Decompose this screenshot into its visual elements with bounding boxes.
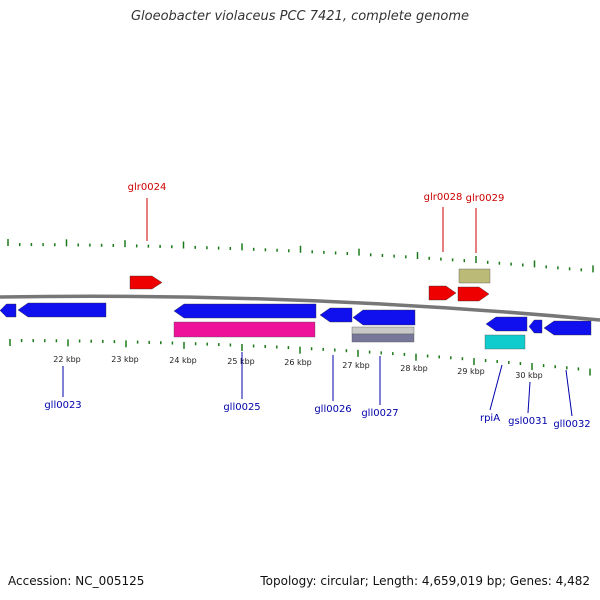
reverse-gene-arrow xyxy=(17,302,107,318)
label-leader-line xyxy=(565,369,573,417)
scale-label: 23 kbp xyxy=(111,355,139,364)
reverse-gene-arrow xyxy=(543,320,592,336)
scale-label: 27 kbp xyxy=(342,361,370,370)
forward-gene-arrow xyxy=(129,275,163,290)
reverse-gene-arrow xyxy=(173,303,317,319)
label-leader-line xyxy=(527,381,531,414)
trna-block xyxy=(484,334,526,350)
scale-label: 30 kbp xyxy=(515,371,543,380)
map-title: Gloeobacter violaceus PCC 7421, complete… xyxy=(130,9,470,24)
label-leader-line xyxy=(489,364,503,411)
reverse-gene-label: gsl0031 xyxy=(508,416,548,427)
scale-label: 22 kbp xyxy=(53,355,81,364)
forward-gene-arrow xyxy=(457,286,490,302)
label-track: glr0024 glr0028 glr0029 gll0023 gll0025 gll00… xyxy=(44,182,590,430)
reverse-gene-arrow xyxy=(0,303,17,318)
rna-block xyxy=(173,321,316,338)
scale-label: 26 kbp xyxy=(284,358,312,367)
reverse-gene-arrow xyxy=(485,316,528,332)
forward-gene-arrow xyxy=(428,285,457,301)
forward-gene-label: glr0028 xyxy=(424,192,463,203)
bottom-tick-track: 22 kbp 23 kbp 24 kbp 25 kbp 26 kbp 27 kbp 28 k… xyxy=(9,339,591,380)
genome-backbone xyxy=(0,294,600,322)
reverse-gene-label: gll0026 xyxy=(314,404,351,415)
reverse-gene-label: gll0025 xyxy=(223,402,260,413)
scale-label: 29 kbp xyxy=(457,367,485,376)
scale-label: 28 kbp xyxy=(400,364,428,373)
forward-gene-label: glr0024 xyxy=(128,182,167,193)
top-tick-track xyxy=(7,239,594,273)
scale-label: 24 kbp xyxy=(169,356,197,365)
feature-block xyxy=(351,326,415,335)
reverse-gene-arrow xyxy=(528,319,543,334)
genome-stats-text: Topology: circular; Length: 4,659,019 bp… xyxy=(260,574,590,588)
reverse-gene-label: gll0032 xyxy=(553,419,590,430)
scale-label: 25 kbp xyxy=(227,357,255,366)
forward-gene-label: glr0029 xyxy=(466,193,505,204)
reverse-gene-label: gll0027 xyxy=(361,408,398,419)
reverse-gene-arrow xyxy=(319,307,353,323)
feature-block xyxy=(458,268,491,284)
feature-block xyxy=(351,333,415,343)
reverse-gene-label: rpiA xyxy=(480,413,500,424)
reverse-gene-arrow xyxy=(352,309,416,326)
reverse-gene-label: gll0023 xyxy=(44,400,81,411)
accession-text: Accession: NC_005125 xyxy=(8,574,145,588)
feature-track xyxy=(0,268,592,350)
